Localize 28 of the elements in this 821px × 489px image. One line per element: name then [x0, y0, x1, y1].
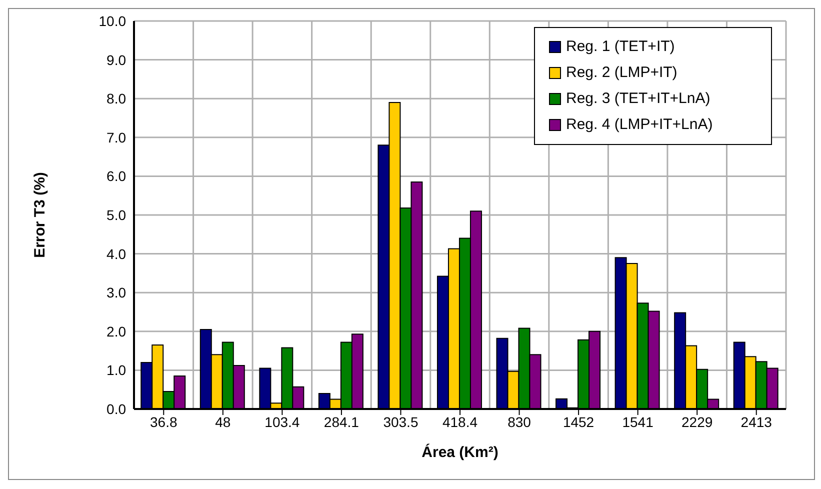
y-tick-label: 9.0	[106, 52, 126, 68]
x-tick-label: 36.8	[150, 414, 178, 430]
x-tick-label: 103.4	[264, 414, 300, 430]
x-tick-label: 2229	[682, 414, 713, 430]
x-tick-label: 48	[215, 414, 231, 430]
x-tick-label: 1541	[622, 414, 654, 430]
y-tick-label: 4.0	[106, 246, 126, 262]
y-tick-label: 7.0	[106, 129, 126, 146]
legend-label: Reg. 3 (TET+IT+LnA)	[566, 89, 710, 109]
y-tick-label: 5.0	[106, 206, 126, 223]
y-tick-label: 3.0	[106, 284, 126, 301]
x-tick-label: 418.4	[442, 414, 478, 430]
y-tick-label: 10.0	[98, 12, 126, 29]
y-tick-label: 8.0	[106, 90, 126, 107]
y-axis-title: Error T3 (%)	[31, 172, 48, 258]
x-tick-label: 830	[508, 414, 532, 430]
legend-label: Reg. 1 (TET+IT)	[566, 37, 675, 57]
y-tick-label: 6.0	[106, 168, 126, 184]
x-tick-label: 1452	[562, 414, 594, 430]
legend-label: Reg. 2 (LMP+IT)	[566, 63, 678, 83]
y-tick-label: 2.0	[106, 323, 126, 340]
x-tick-label: 284.1	[324, 414, 360, 430]
y-tick-label: 0.0	[106, 400, 126, 417]
x-tick-label: 303.5	[383, 414, 418, 430]
legend-label: Reg. 4 (LMP+IT+LnA)	[566, 115, 713, 135]
x-axis-title: Área (Km²)	[422, 443, 498, 461]
y-tick-label: 1.0	[106, 362, 126, 378]
x-tick-label: 2413	[740, 414, 772, 430]
